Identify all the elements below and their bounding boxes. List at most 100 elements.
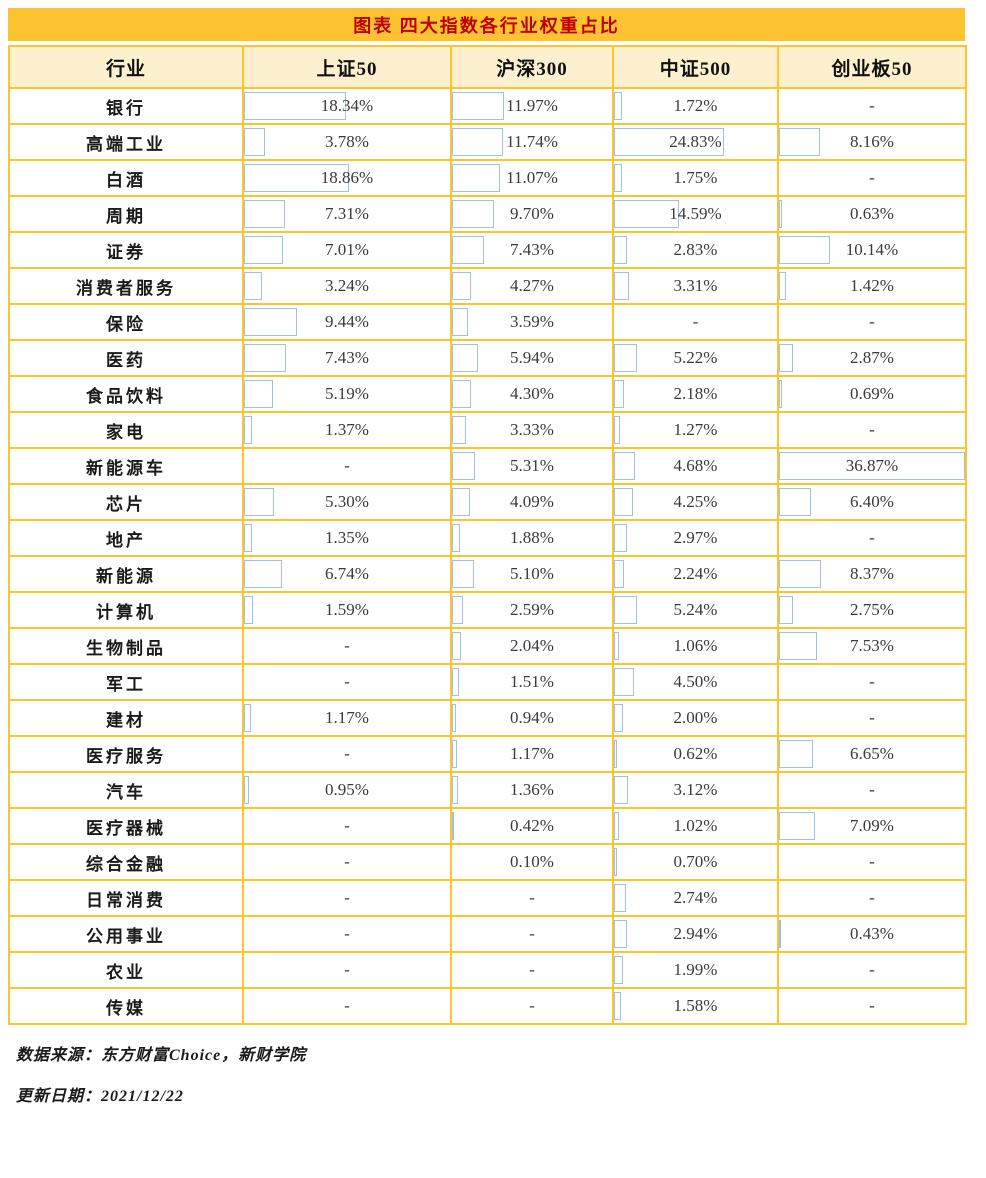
weight-value: - [869,960,875,979]
weight-databar [244,776,250,804]
weight-value: 3.12% [673,780,718,799]
table-row: 银行 18.34% 11.97% 1.72% - [8,87,967,125]
weight-value: 3.59% [510,312,554,331]
weight-cell: 2.94% [612,915,779,953]
weight-databar [614,632,619,660]
weight-databar [452,668,459,696]
weight-value: - [344,888,350,907]
weight-cell: 1.36% [450,771,614,809]
weight-cell: - [777,987,967,1025]
weight-cell: 7.09% [777,807,967,845]
weight-value: 3.24% [325,276,369,295]
weight-value: - [344,456,350,475]
weight-value: 7.43% [325,348,369,367]
weight-value: 8.16% [850,132,894,151]
weight-value: - [869,780,875,799]
weight-cell: - [242,627,452,665]
weight-databar [779,236,831,264]
weight-value: 5.22% [673,348,718,367]
weight-cell: 0.10% [450,843,614,881]
weight-value: 5.10% [510,564,554,583]
weight-value: - [869,528,875,547]
weight-cell: 2.83% [612,231,779,269]
weight-databar [614,776,628,804]
weight-value: 18.34% [320,96,374,115]
weight-value: - [529,888,535,907]
table-row: 公用事业 - - 2.94% 0.43% [8,915,967,953]
weight-value: - [344,672,350,691]
weight-cell: 5.22% [612,339,779,377]
weight-value: 3.31% [673,276,718,295]
weight-databar [614,668,634,696]
weight-databar [614,704,623,732]
weights-table-page: 图表 四大指数各行业权重占比 行业 上证50 沪深300 中证500 创业板50… [8,8,986,1106]
table-row: 医疗器械 - 0.42% 1.02% 7.09% [8,807,967,845]
weight-databar [614,200,679,228]
update-date-note: 更新日期：2021/12/22 [16,1088,184,1105]
weight-value: 4.68% [673,456,718,475]
weight-cell: 3.78% [242,123,452,161]
weight-cell: 11.07% [450,159,614,197]
weight-databar [614,164,622,192]
weight-databar [614,380,624,408]
weight-value: 3.78% [325,132,369,151]
weight-cell: - [242,843,452,881]
column-header-sse50: 上证50 [242,45,452,89]
table-row: 军工 - 1.51% 4.50% - [8,663,967,701]
weight-value: 10.14% [845,240,899,259]
weight-value: - [529,996,535,1015]
industry-label: 新能源 [8,555,244,593]
weight-value: 0.43% [850,924,894,943]
weight-value: 1.42% [850,276,894,295]
weights-table: 行业 上证50 沪深300 中证500 创业板50 银行 18.34% 11.97%… [8,45,967,1025]
weight-cell: 1.02% [612,807,779,845]
weight-databar [614,848,618,876]
weight-cell: - [777,879,967,917]
weight-cell: 10.14% [777,231,967,269]
table-header: 行业 上证50 沪深300 中证500 创业板50 [8,45,967,89]
industry-label: 汽车 [8,771,244,809]
weight-databar [614,560,624,588]
weight-databar [452,272,471,300]
table-row: 医疗服务 - 1.17% 0.62% 6.65% [8,735,967,773]
weight-databar [244,560,282,588]
table-row: 综合金融 - 0.10% 0.70% - [8,843,967,881]
weight-value: 36.87% [845,456,899,475]
weight-value: 0.94% [510,708,554,727]
industry-label: 传媒 [8,987,244,1025]
weight-value: 2.24% [673,564,718,583]
weight-value: 1.51% [510,672,554,691]
weight-cell: 7.31% [242,195,452,233]
weight-databar [452,524,461,552]
weight-value: 6.40% [850,492,894,511]
weight-cell: - [450,951,614,989]
weight-value: 1.36% [510,780,554,799]
weight-cell: - [242,915,452,953]
weight-databar [452,344,478,372]
weight-value: 1.37% [325,420,369,439]
weight-value: 2.59% [510,600,554,619]
weight-databar [779,200,783,228]
weight-value: 7.01% [325,240,369,259]
weight-cell: 1.99% [612,951,779,989]
weight-databar [614,812,619,840]
weight-value: 4.50% [673,672,718,691]
weight-cell: 2.18% [612,375,779,413]
column-header-csi300: 沪深300 [450,45,614,89]
weight-value: 0.95% [325,780,369,799]
table-footer: 数据来源：东方财富Choice，新财学院 更新日期：2021/12/22 [16,1041,986,1106]
weight-value: - [344,744,350,763]
table-row: 家电 1.37% 3.33% 1.27% - [8,411,967,449]
data-source-note: 数据来源：东方财富Choice，新财学院 [16,1047,307,1064]
weight-cell: - [777,159,967,197]
weight-cell: 2.75% [777,591,967,629]
weight-cell: 1.59% [242,591,452,629]
weight-cell: 5.10% [450,555,614,593]
weight-value: 18.86% [320,168,374,187]
weight-databar [452,704,457,732]
industry-label: 芯片 [8,483,244,521]
weight-value: 7.43% [510,240,554,259]
weight-value: - [692,312,699,331]
weight-databar [452,236,485,264]
weight-cell: 1.06% [612,627,779,665]
